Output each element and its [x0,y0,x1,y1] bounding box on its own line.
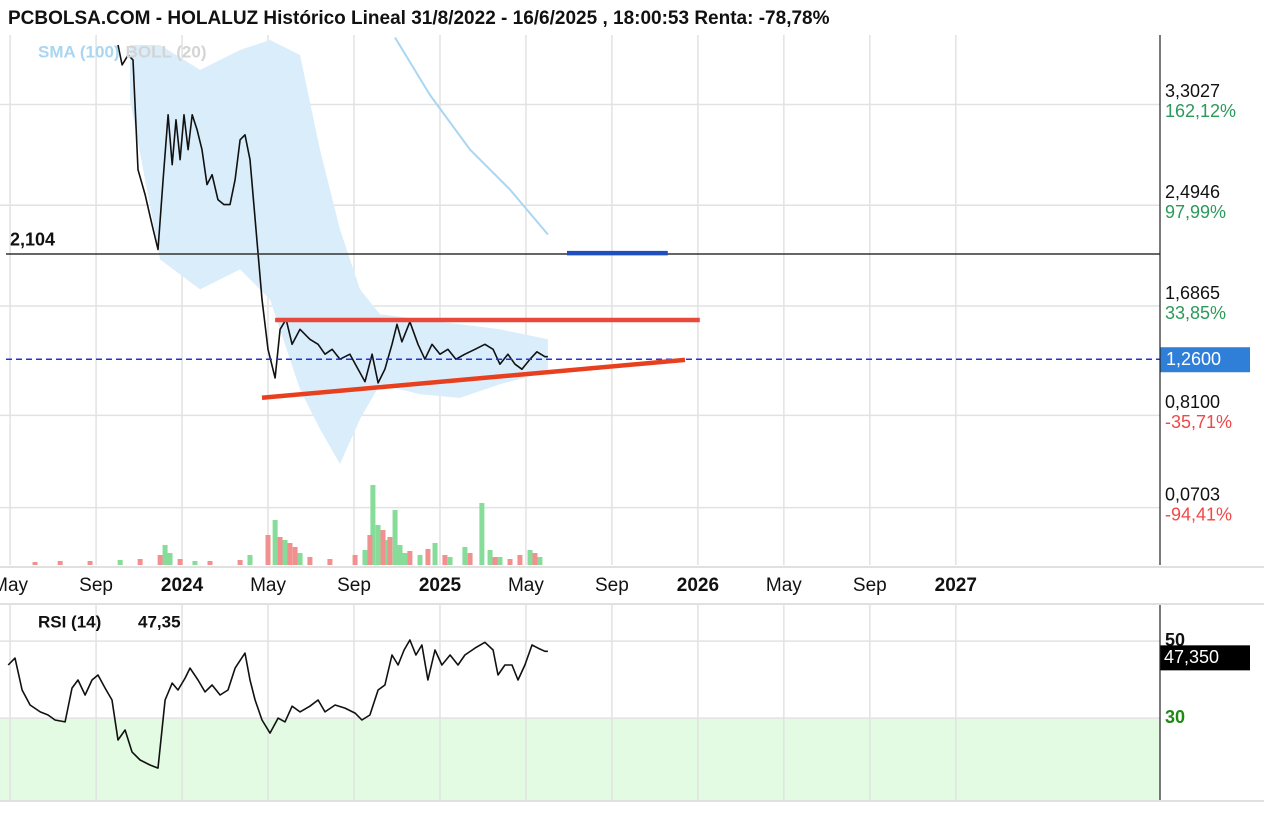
volume-bar [282,540,288,565]
trendline [261,357,686,401]
y-tick-label: 50 [1165,630,1185,650]
x-tick-label: Sep [595,575,629,596]
main-layer: May Sep 2024 May Sep 2025 May Sep 2026 May Sep 2027… [0,36,1250,769]
volume-bar [157,555,163,565]
x-tick-label: 2026 [677,575,719,596]
y-tick-change: -94,41% [1165,504,1232,524]
volume-bar [380,530,386,565]
volume-bar [517,555,523,565]
volume-bar [57,561,63,565]
y-tick-label: 0,8100 [1165,392,1220,412]
price-box-label: 1,2600 [1166,349,1221,369]
volume-bar [137,559,143,565]
x-tick-label: Sep [853,575,887,596]
rsi-current: 47,35 [138,612,181,631]
y-tick-label: 3,3027 [1165,81,1220,101]
reference-label: 2,104 [10,230,55,250]
volume-bar [447,557,453,565]
volume-bar [32,562,38,565]
volume-bar [177,559,183,565]
volume-bar [407,551,413,565]
x-tick-label: Sep [79,575,113,596]
volume-bar [537,557,543,565]
volume-bar [237,560,243,565]
volume-bar [192,561,198,565]
volume-bar [402,553,408,565]
volume-bar [532,553,538,565]
volume-bar [277,537,283,565]
sma-line [394,36,549,236]
y-tick-label: 1,6865 [1165,283,1220,303]
y-tick-change: 162,12% [1165,101,1236,121]
volume-bar [492,557,498,565]
volume-bar [207,561,213,565]
volume-bar [425,549,431,565]
volume-bar [467,553,473,565]
rsi-zone [0,718,1160,800]
volume-bar [297,553,303,565]
y-tick-label: 2,4946 [1165,182,1220,202]
x-tick-label: 2024 [161,575,204,596]
title-bar [0,0,1160,35]
volume-bar [507,559,513,565]
y-tick-change: 33,85% [1165,303,1226,323]
volume-bar [387,537,393,565]
bollinger-band [130,40,548,464]
legend-label: BOLL (20) [126,42,207,61]
y-tick-change: -35,71% [1165,412,1232,432]
volume-bar [462,547,468,565]
chart-title: PCBOLSA.COM - HOLALUZ Histórico Lineal 3… [8,8,830,29]
volume-bar [87,561,93,565]
rsi-title: RSI (14) [38,612,101,631]
volume-bar [417,555,423,565]
volume-bar [162,545,168,565]
volume-bar [479,503,485,565]
x-tick-label: May [0,575,29,596]
x-tick-label: May [250,575,286,596]
y-tick-label: 0,0703 [1165,484,1220,504]
volume-bar [352,555,358,565]
volume-bar [307,557,313,565]
volume-bar [292,547,298,565]
value-box-label: 47,350 [1164,647,1219,667]
volume-bar [375,525,381,565]
volume-bar [272,520,278,565]
price-line [117,44,548,384]
volume-bar [247,555,253,565]
price-line [7,639,548,769]
volume-bar [392,510,398,565]
volume-bar [362,550,368,565]
x-tick-label: May [766,575,802,596]
y-tick-change: 97,99% [1165,202,1226,222]
volume-bar [265,535,271,565]
volume-bar [370,485,376,565]
volume-bar [432,543,438,565]
volume-bar [367,535,373,565]
volume-bar [497,557,503,565]
volume-bar [327,559,333,565]
x-tick-label: 2027 [935,575,977,596]
volume-bar [167,553,173,565]
volume-bar [442,555,448,565]
x-tick-label: Sep [337,575,371,596]
price-box [1160,347,1250,373]
volume-bar [527,550,533,565]
legend-label: SMA (100) [38,42,120,61]
value-box [1160,645,1250,671]
x-tick-label: 2025 [419,575,462,596]
volume-bar [487,550,493,565]
volume-bar [287,543,293,565]
x-tick-label: May [508,575,544,596]
back-layer [0,35,1160,800]
y-tick-label: 30 [1165,707,1185,727]
volume-bar [117,560,123,565]
volume-bar [397,545,403,565]
